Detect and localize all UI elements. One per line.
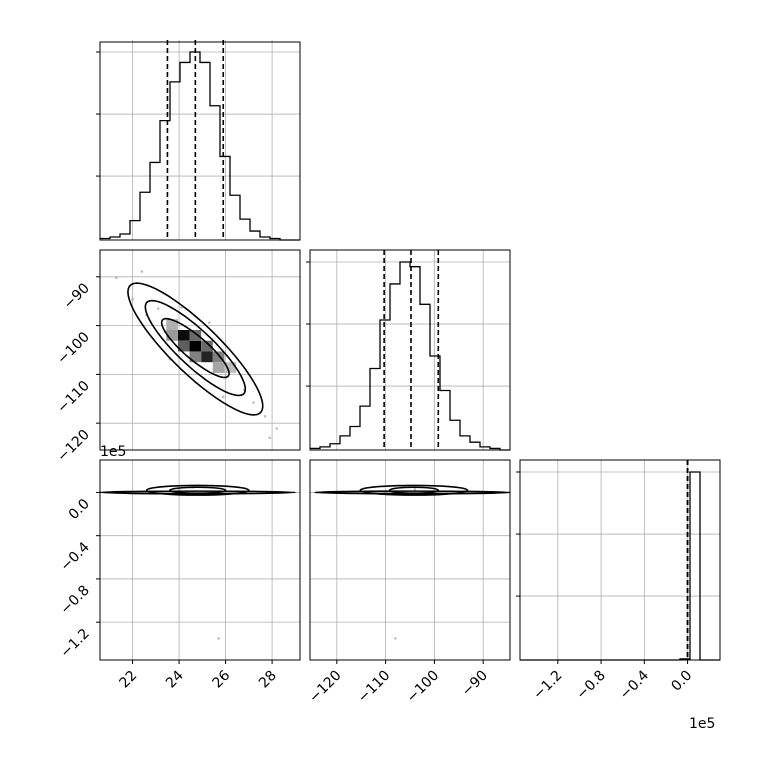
panel-scatter-param3-vs-param1-grid <box>100 460 300 660</box>
y-tick-label: −120 <box>54 427 93 466</box>
panel-hist-param2-grid <box>306 250 510 450</box>
sample-point <box>217 637 220 640</box>
sample-point <box>140 270 144 273</box>
sample-point <box>156 307 160 310</box>
panel-hist-param1-marks <box>100 40 300 241</box>
x-tick-label: −110 <box>355 668 394 707</box>
y-tick-label: −1.2 <box>57 626 92 661</box>
sample-point <box>131 297 134 301</box>
contour-line <box>160 317 230 379</box>
panel-hist-param1 <box>96 40 301 241</box>
panel-hist-param2 <box>306 249 511 451</box>
y-tick-label: −0.8 <box>57 582 92 617</box>
density-cell <box>166 330 178 341</box>
density-cell <box>212 351 225 363</box>
x-tick-label: 24 <box>163 667 187 691</box>
sample-point <box>268 436 272 440</box>
sample-point <box>275 427 279 430</box>
density-cell <box>177 330 190 341</box>
x-offset-label-param3: 1e5 <box>689 716 715 732</box>
y-tick-label: 0.0 <box>66 496 93 523</box>
sample-point <box>394 637 397 640</box>
panel-hist-param3-grid <box>516 460 720 660</box>
histogram-step-line <box>310 261 510 451</box>
histogram-step-line <box>100 51 300 241</box>
sample-point <box>263 415 267 418</box>
sample-point <box>413 487 417 491</box>
density-cell <box>201 351 213 363</box>
x-tick-label: 22 <box>116 668 140 692</box>
y-tick-label: −90 <box>61 280 93 312</box>
panel-scatter-param2-vs-param1-marks <box>114 270 279 440</box>
x-tick-label: −1.2 <box>530 668 565 703</box>
panel-scatter-param2-vs-param1 <box>99 249 301 451</box>
panel-scatter-param3-vs-param2 <box>309 459 511 661</box>
panel-scatter-param3-vs-param2-marks <box>314 484 511 640</box>
y-tick-label: −0.4 <box>57 539 92 574</box>
sample-point <box>252 401 255 404</box>
sample-point <box>114 276 118 280</box>
contour-line <box>145 484 250 496</box>
contour-line <box>359 484 469 496</box>
y-tick-label: −100 <box>54 329 93 368</box>
x-tick-label: −120 <box>306 668 345 707</box>
x-tick-label: −90 <box>459 668 491 700</box>
density-cell <box>189 330 202 341</box>
density-cell <box>212 362 225 373</box>
x-tick-label: 0.0 <box>668 668 695 695</box>
x-tick-label: −0.4 <box>617 667 652 702</box>
panel-scatter-param3-vs-param1 <box>99 459 301 661</box>
panel-hist-param3 <box>516 459 721 661</box>
y-tick-label: −110 <box>54 378 93 417</box>
panel-hist-param2-marks <box>310 250 510 451</box>
contour-line <box>127 282 264 416</box>
x-tick-label: 28 <box>256 668 280 692</box>
density-cell <box>189 340 202 352</box>
x-tick-label: −100 <box>404 668 443 707</box>
contour-line <box>144 299 247 397</box>
density-cell <box>201 340 213 352</box>
x-tick-label: −0.8 <box>574 668 609 703</box>
y-offset-label-param3: 1e5 <box>100 444 126 460</box>
density-cell <box>224 362 237 373</box>
sample-point <box>180 306 183 309</box>
density-cell <box>166 319 178 330</box>
sample-point <box>208 321 211 324</box>
sample-point <box>221 395 225 399</box>
density-cell <box>189 351 202 363</box>
x-tick-label: 26 <box>209 667 233 691</box>
density-cell <box>177 340 190 352</box>
